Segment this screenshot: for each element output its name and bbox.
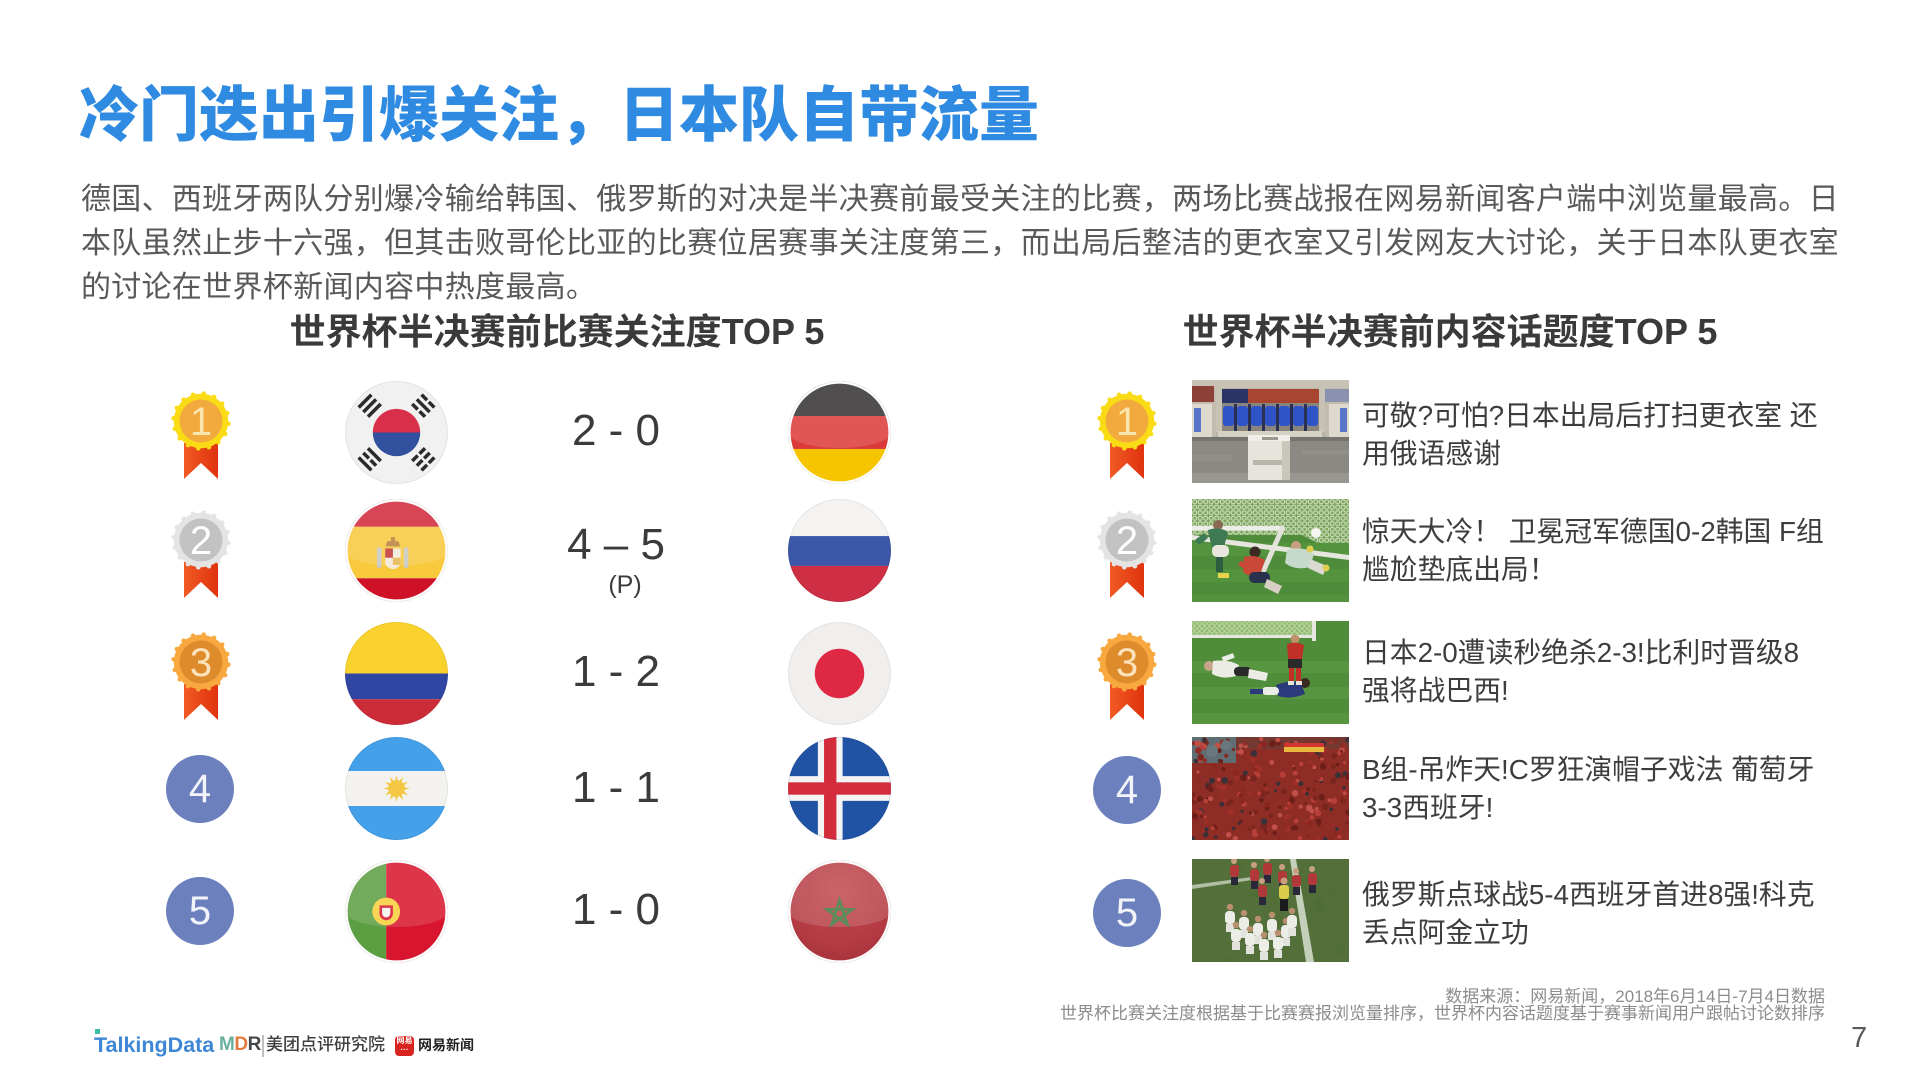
- svg-text:1: 1: [1116, 400, 1138, 444]
- svg-text:2: 2: [190, 519, 212, 563]
- svg-text:3: 3: [1116, 641, 1138, 685]
- svg-text:2: 2: [1116, 519, 1138, 563]
- svg-text:1: 1: [190, 400, 212, 444]
- svg-text:3: 3: [190, 641, 212, 685]
